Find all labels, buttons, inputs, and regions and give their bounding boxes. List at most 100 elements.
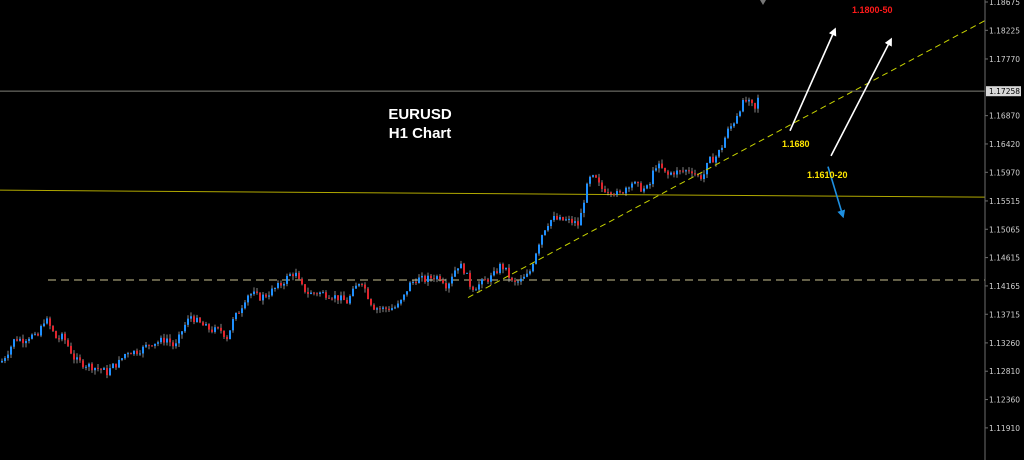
- candle-body: [550, 220, 552, 227]
- candle-body: [37, 333, 39, 336]
- candle-body: [364, 284, 366, 289]
- candle-body: [430, 275, 432, 279]
- y-tick-label: 1.12810: [989, 367, 1020, 376]
- candle-body: [595, 175, 597, 178]
- candle-body: [169, 338, 171, 343]
- candle-body: [304, 284, 306, 292]
- y-tick-label: 1.17770: [989, 55, 1020, 64]
- candle-body: [193, 316, 195, 323]
- candle-body: [622, 192, 624, 194]
- candle-body: [64, 333, 66, 341]
- candle-body: [448, 283, 450, 289]
- candle-body: [310, 292, 312, 295]
- candle-body: [265, 294, 267, 297]
- candle-body: [85, 366, 87, 368]
- candle-body: [574, 221, 576, 223]
- candle-body: [496, 271, 498, 273]
- candle-body: [292, 274, 294, 277]
- candle-body: [28, 338, 30, 341]
- candle-body: [724, 137, 726, 148]
- candle-body: [205, 324, 207, 326]
- candle-body: [613, 194, 615, 196]
- candle-body: [601, 182, 603, 189]
- candle-body: [133, 350, 135, 355]
- candle-body: [361, 283, 363, 285]
- candle-body: [22, 338, 24, 344]
- candle-body: [490, 275, 492, 282]
- candle-body: [397, 303, 399, 308]
- y-tick-label: 1.15515: [989, 197, 1020, 206]
- candle-body: [442, 279, 444, 284]
- candle-body: [97, 367, 99, 369]
- candle-body: [217, 327, 219, 329]
- candle-body: [235, 312, 237, 320]
- y-tick-label: 1.11910: [989, 424, 1020, 433]
- candle-body: [124, 354, 126, 359]
- candle-body: [505, 267, 507, 270]
- candle-body: [577, 221, 579, 226]
- candle-body: [130, 353, 132, 355]
- candle-body: [316, 293, 318, 295]
- candle-body: [517, 281, 519, 283]
- candle-body: [184, 324, 186, 332]
- candle-body: [13, 339, 15, 347]
- candle-body: [721, 147, 723, 151]
- candle-body: [667, 171, 669, 175]
- candle-body: [322, 292, 324, 294]
- candle-body: [277, 282, 279, 288]
- candle-body: [406, 291, 408, 295]
- candle-body: [40, 326, 42, 336]
- candle-body: [280, 282, 282, 286]
- candle-body: [190, 316, 192, 319]
- candle-body: [637, 181, 639, 184]
- candle-body: [352, 288, 354, 297]
- candle-body: [697, 174, 699, 176]
- candle-body: [532, 263, 534, 272]
- y-tick-label: 1.14615: [989, 254, 1020, 263]
- candle-body: [679, 170, 681, 172]
- candle-body: [523, 276, 525, 279]
- candle-body: [151, 345, 153, 347]
- candle-body: [727, 128, 729, 138]
- y-tick-label: 1.15970: [989, 168, 1020, 177]
- candle-body: [502, 264, 504, 270]
- candle-body: [325, 292, 327, 298]
- candle-body: [295, 272, 297, 277]
- candle-body: [703, 174, 705, 179]
- chart-title-timeframe: H1 Chart: [388, 125, 452, 142]
- candle-body: [106, 368, 108, 376]
- candle-body: [238, 312, 240, 314]
- candle-body: [178, 334, 180, 344]
- candle-body: [268, 295, 270, 297]
- candle-body: [493, 271, 495, 276]
- candle-body: [250, 294, 252, 296]
- candle-body: [208, 324, 210, 330]
- candle-body: [499, 264, 501, 273]
- candle-body: [313, 292, 315, 294]
- candle-body: [163, 337, 165, 343]
- candle-body: [370, 298, 372, 305]
- candle-body: [691, 171, 693, 174]
- candle-body: [421, 275, 423, 278]
- resistance-line: [0, 189, 986, 198]
- candle-body: [538, 244, 540, 254]
- candle-body: [202, 322, 204, 326]
- candle-body: [259, 292, 261, 301]
- candle-body: [457, 268, 459, 271]
- candle-body: [736, 116, 738, 124]
- candle-body: [373, 304, 375, 310]
- candle-body: [307, 291, 309, 295]
- candle-body: [388, 308, 390, 311]
- candle-body: [262, 294, 264, 301]
- candle-body: [673, 172, 675, 175]
- candle-body: [337, 295, 339, 301]
- chart-title-symbol: EURUSD: [388, 106, 452, 123]
- candle-body: [148, 344, 150, 346]
- candle-body: [226, 336, 228, 340]
- scroll-marker-icon: [760, 0, 766, 5]
- candle-body: [331, 298, 333, 300]
- support-label-1680: 1.1680: [782, 139, 810, 149]
- candle-body: [61, 333, 63, 340]
- candle-body: [694, 173, 696, 175]
